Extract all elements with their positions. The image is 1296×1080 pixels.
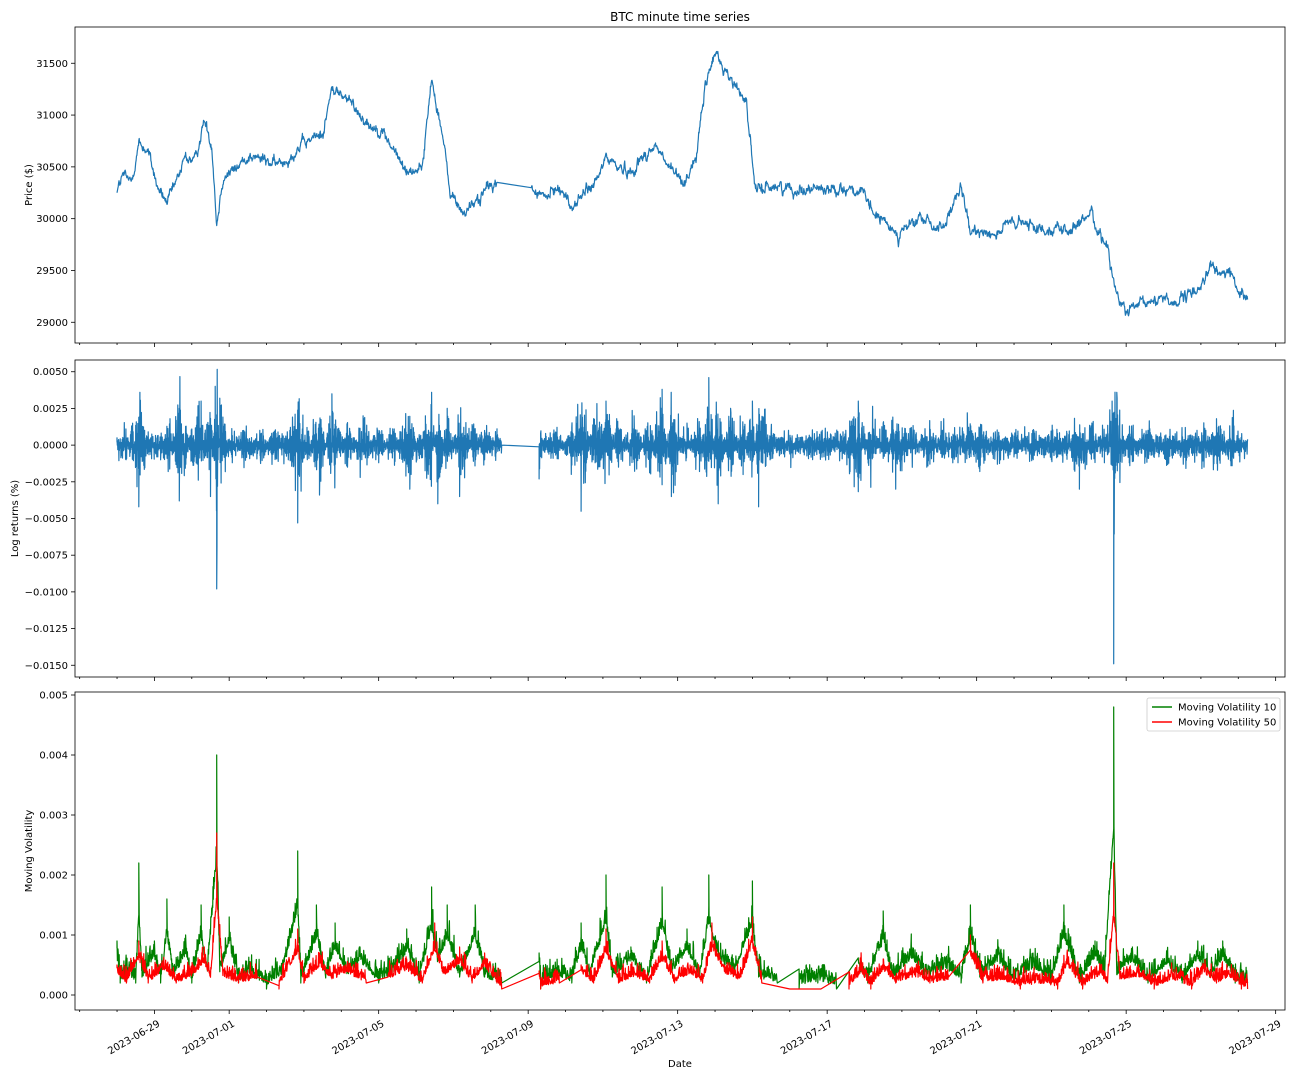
y-tick-label: 29000 (36, 318, 68, 329)
y-tick-label: 30000 (36, 214, 68, 225)
series-line-vol50 (116, 832, 1249, 990)
y-tick-label: 30500 (36, 162, 68, 173)
y-tick-label: 31500 (36, 59, 68, 70)
y-tick-label: 0.0000 (33, 441, 68, 452)
y-tick-label: 0.002 (39, 871, 68, 882)
axes-frame (74, 26, 1286, 344)
returns-panel: −0.0150 −0.0125 −0.0100 −0.0075 −0.0050 −0.00… (10, 359, 1286, 681)
series-line-returns (116, 368, 1249, 665)
legend-label-vol50: Moving Volatility 50 (1178, 718, 1276, 729)
axes-frame (74, 691, 1286, 1011)
y-tick-label: 0.000 (39, 991, 68, 1002)
y-tick-label: −0.0125 (25, 624, 68, 635)
plot-area (116, 50, 1249, 317)
legend: Moving Volatility 10 Moving Volatility 50 (1146, 697, 1281, 732)
y-tick-label: −0.0025 (25, 477, 68, 488)
y-tick-label: −0.0075 (25, 551, 68, 562)
y-tick-label: 31000 (36, 111, 68, 122)
y-tick-label: −0.0050 (25, 514, 68, 525)
y-tick-label: −0.0150 (25, 661, 68, 672)
figure-title: BTC minute time series (610, 10, 750, 24)
x-axis-label: Date (668, 1059, 692, 1070)
y-axis-label: Log returns (%) (10, 480, 21, 557)
series-line-price (116, 50, 1249, 317)
plot-area (116, 706, 1249, 990)
y-tick-label: 0.001 (39, 931, 68, 942)
y-tick-label: 0.0025 (33, 404, 68, 415)
series-line-vol10 (116, 706, 1249, 990)
axes-frame (74, 359, 1286, 678)
y-axis-label: Price ($) (24, 164, 35, 206)
y-axis-label: Moving Volatility (24, 810, 35, 893)
y-tick-label: 0.0050 (33, 367, 68, 378)
legend-box (1146, 697, 1281, 732)
y-tick-label: 0.005 (39, 691, 68, 702)
y-tick-label: −0.0100 (25, 587, 68, 598)
y-tick-label: 0.003 (39, 811, 68, 822)
price-panel: 29000 29500 30000 30500 31000 31500 Price ($) (24, 26, 1286, 347)
legend-label-vol10: Moving Volatility 10 (1178, 703, 1276, 714)
y-tick-label: 0.004 (39, 751, 68, 762)
plot-area (116, 368, 1249, 665)
y-tick-label: 29500 (36, 266, 68, 277)
